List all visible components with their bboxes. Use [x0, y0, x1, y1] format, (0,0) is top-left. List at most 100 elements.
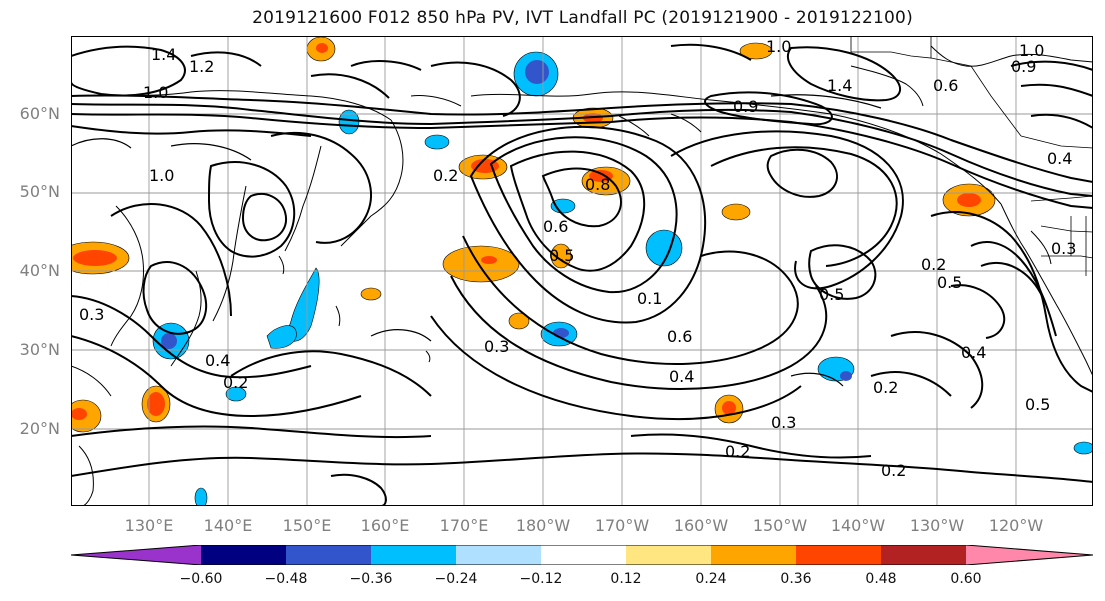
lon-label-130e: 130°E: [124, 516, 174, 535]
map-canvas: 1.4 1.2 1.0 1.0 1.0 1.4 0.9 0.8 0.6 0.2 …: [71, 36, 1093, 506]
secondary-contours: [71, 94, 882, 387]
lon-label-180w: 180°W: [515, 516, 571, 535]
lon-label-120w: 120°W: [988, 516, 1044, 535]
negative-anomaly-blob: [338, 109, 360, 135]
positive-anomaly-blob: [71, 399, 102, 433]
contour-label: 1.4: [151, 45, 176, 64]
lat-label-60n: 60°N: [19, 104, 60, 123]
lon-label-150e: 150°E: [282, 516, 332, 535]
contour-label: 0.3: [484, 337, 509, 356]
contour-label: 0.6: [933, 76, 958, 95]
contour-label: 0.4: [205, 351, 230, 370]
colorbar-tick: −0.60: [179, 571, 223, 587]
contour-label: 1.0: [149, 166, 174, 185]
contour-labels: 1.4 1.2 1.0 1.0 1.0 1.4 0.9 0.8 0.6 0.2 …: [79, 37, 1076, 480]
map-frame: [71, 36, 1093, 506]
lon-label-140e: 140°E: [203, 516, 253, 535]
contour-label: 0.2: [433, 166, 458, 185]
contour-label: 0.6: [667, 327, 692, 346]
positive-anomaly-blob: [306, 36, 336, 62]
colorbar-segment-0: [71, 545, 201, 565]
colorbar-segment-8: [796, 545, 881, 565]
contour-label: 0.2: [873, 378, 898, 397]
lon-label-150w: 150°W: [752, 516, 808, 535]
lon-label-170w: 170°W: [594, 516, 650, 535]
contour-label: 0.5: [1025, 395, 1050, 414]
colorbar-segment-10: [966, 545, 1093, 565]
colorbar-tick: 0.48: [865, 571, 897, 587]
lon-label-160e: 160°E: [360, 516, 410, 535]
contour-label: 0.9: [733, 97, 758, 116]
contour-label: 0.2: [725, 442, 750, 461]
colorbar-segment-3: [371, 545, 456, 565]
lat-label-20n: 20°N: [19, 419, 60, 438]
contour-label: 0.3: [1051, 239, 1076, 258]
lon-label-160w: 160°W: [673, 516, 729, 535]
colorbar-tick: −0.36: [349, 571, 393, 587]
negative-anomaly-blob: [540, 321, 578, 347]
colorbar-tick: 0.36: [780, 571, 812, 587]
contour-label: 0.2: [921, 255, 946, 274]
pv-contours: [71, 43, 1093, 506]
contour-label: 1.0: [143, 83, 168, 102]
contour-label: 0.3: [771, 413, 796, 432]
contour-label: 0.5: [549, 246, 574, 265]
lon-label-170e: 170°E: [439, 516, 489, 535]
map-title: 2019121600 F012 850 hPa PV, IVT Landfall…: [252, 8, 913, 28]
contour-label: 0.9: [1011, 57, 1036, 76]
positive-anomaly-blob: [71, 241, 130, 275]
contour-label: 1.0: [1019, 41, 1044, 60]
negative-anomaly-blob: [817, 356, 855, 382]
lon-label-140w: 140°W: [830, 516, 886, 535]
lat-label-40n: 40°N: [19, 261, 60, 280]
colorbar-tick: 0.24: [695, 571, 727, 587]
positive-anomaly-blob: [714, 394, 744, 424]
colorbar-segment-9: [881, 545, 966, 565]
contour-label: 0.6: [543, 217, 568, 236]
lon-label-130w: 130°W: [909, 516, 965, 535]
colorbar-segment-4: [456, 545, 541, 565]
contour-label: 0.4: [961, 343, 986, 362]
contour-label: 1.0: [766, 37, 791, 56]
colorbar-tick: −0.48: [264, 571, 308, 587]
colorbar-tick: 0.60: [950, 571, 982, 587]
contour-label: 0.8: [585, 175, 610, 194]
positive-anomaly-blob: [942, 183, 996, 217]
colorbar-segment-1: [201, 545, 286, 565]
colorbar: [71, 545, 1093, 565]
contour-label: 0.2: [223, 373, 248, 392]
contour-label: 0.4: [1047, 149, 1072, 168]
positive-anomaly-blob: [739, 42, 773, 60]
contour-label: 1.4: [827, 76, 852, 95]
negative-anomaly-blob: [225, 386, 247, 402]
colorbar-segment-2: [286, 545, 371, 565]
negative-anomaly-blob: [266, 267, 320, 349]
positive-anomaly-blob: [721, 203, 751, 221]
contour-label: 0.5: [937, 273, 962, 292]
colorbar-tick: −0.24: [434, 571, 478, 587]
negative-anomaly-blob: [550, 198, 576, 214]
contour-label: 0.2: [881, 461, 906, 480]
positive-anomaly-blob: [508, 312, 530, 330]
negative-anomaly-blob: [424, 134, 450, 150]
map-panel: 1.4 1.2 1.0 1.0 1.0 1.4 0.9 0.8 0.6 0.2 …: [71, 36, 1093, 506]
contour-label: 0.3: [79, 305, 104, 324]
contour-label: 0.4: [669, 367, 694, 386]
colorbar-segment-5: [541, 545, 626, 565]
negative-anomaly-blob: [194, 487, 208, 506]
lat-label-50n: 50°N: [19, 182, 60, 201]
negative-anomaly-blob: [513, 51, 559, 97]
political-boundaries: [850, 36, 1093, 276]
colorbar-segment-7: [711, 545, 796, 565]
lat-label-30n: 30°N: [19, 340, 60, 359]
positive-anomaly-blob: [360, 287, 382, 301]
positive-anomaly-blob: [442, 245, 520, 283]
contour-label: 0.5: [819, 285, 844, 304]
positive-anomaly-blob: [550, 243, 572, 269]
colorbar-segment-6: [626, 545, 711, 565]
negative-anomaly-blob: [1073, 441, 1093, 455]
contour-label: 1.2: [189, 57, 214, 76]
colorbar-tick: 0.12: [610, 571, 642, 587]
contour-label: 0.1: [637, 289, 662, 308]
colorbar-tick: −0.12: [519, 571, 563, 587]
